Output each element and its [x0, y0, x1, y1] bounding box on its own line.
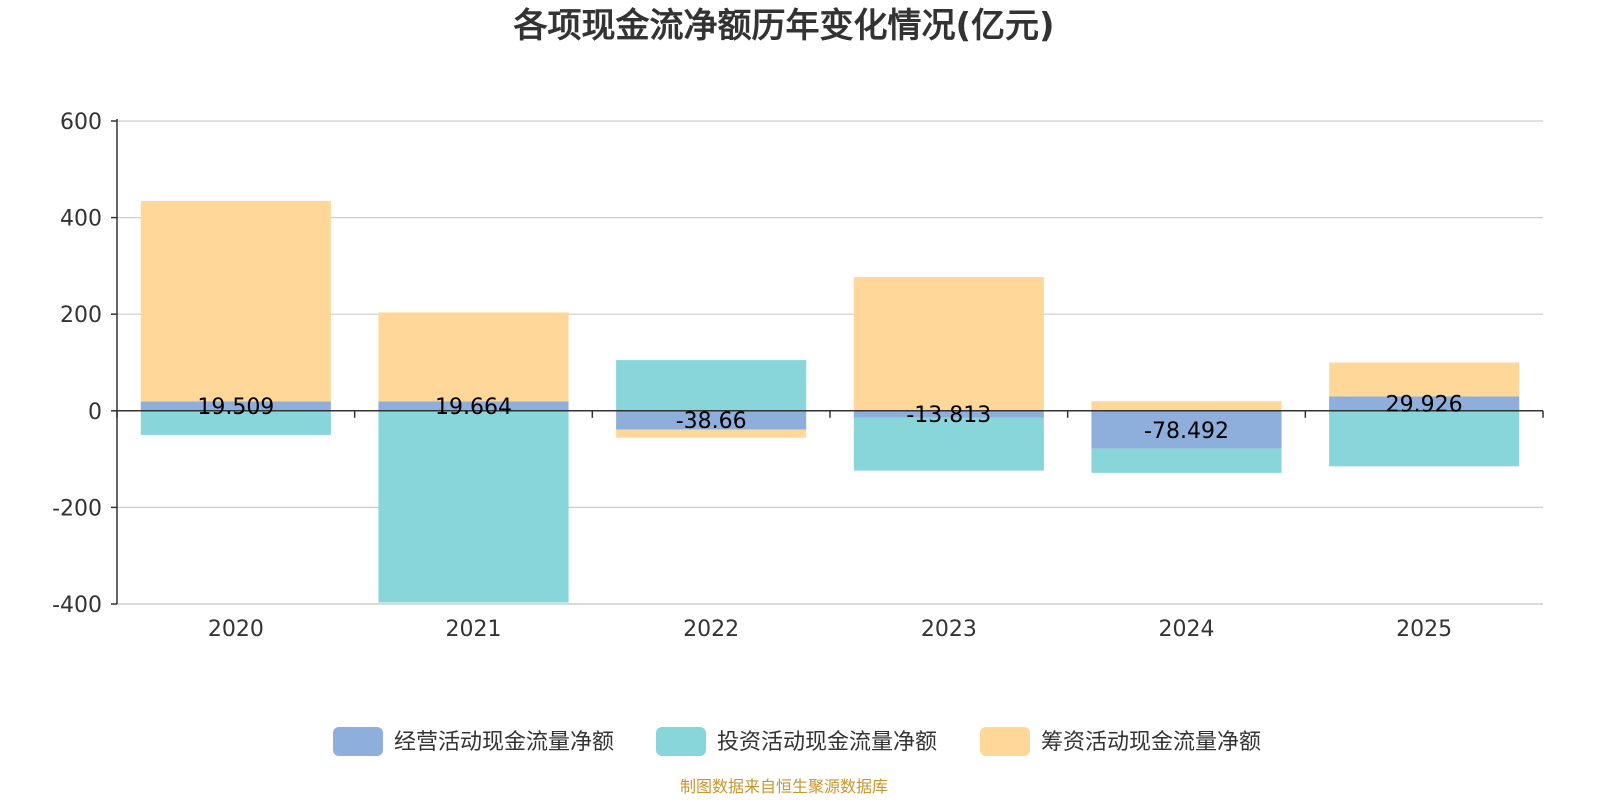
bar-segment[interactable] [853, 410, 1044, 418]
bar-segment[interactable] [616, 429, 807, 438]
legend-swatch [333, 727, 383, 756]
legend-item[interactable]: 投资活动现金流量净额 [656, 727, 937, 756]
y-tick-label: -400 [52, 593, 102, 618]
x-tick-label: 2020 [208, 617, 264, 642]
data-label: 19.664 [435, 395, 512, 420]
x-tick-label: 2023 [921, 617, 977, 642]
legend[interactable]: 经营活动现金流量净额 投资活动现金流量净额 筹资活动现金流量净额 [333, 727, 1261, 756]
bar-segment[interactable] [1091, 401, 1282, 411]
bar-segment[interactable] [853, 277, 1044, 411]
x-tick-label: 2024 [1159, 617, 1215, 642]
data-label: -13.813 [906, 403, 991, 428]
bar-segment[interactable] [140, 200, 331, 402]
data-labels: 19.509 19.664 -38.66 -13.813 -78.492 29.926 [197, 393, 1462, 444]
legend-swatch [656, 727, 706, 756]
y-tick-label: 400 [60, 207, 102, 232]
bar-segment[interactable] [140, 401, 331, 411]
axes: -400 -200 0 200 400 600 2020 2021 2022 2023 2024 20… [52, 110, 1544, 642]
chart-title: 各项现金流净额历年变化情况(亿元) [513, 6, 1054, 46]
bar-segment[interactable] [853, 417, 1044, 471]
y-tick-label: 200 [60, 303, 102, 328]
x-tick-label: 2021 [446, 617, 502, 642]
data-label: 19.509 [197, 395, 274, 420]
bar-segment[interactable] [140, 410, 331, 435]
bar-segment[interactable] [1329, 362, 1520, 397]
bars [140, 200, 1520, 603]
bar-segment[interactable] [1091, 410, 1282, 449]
bar-segment[interactable] [378, 401, 569, 411]
legend-label: 投资活动现金流量净额 [717, 730, 937, 755]
source-note: 制图数据来自恒生聚源数据库 [680, 777, 888, 796]
x-tick-label: 2022 [683, 617, 739, 642]
bar-segment[interactable] [1329, 410, 1520, 467]
grid [117, 120, 1543, 605]
y-tick-label: 600 [60, 110, 102, 135]
legend-item[interactable]: 筹资活动现金流量净额 [980, 727, 1261, 756]
bar-segment[interactable] [378, 410, 569, 603]
legend-item[interactable]: 经营活动现金流量净额 [333, 727, 614, 756]
legend-swatch [980, 727, 1030, 756]
legend-label: 筹资活动现金流量净额 [1041, 730, 1261, 755]
y-tick-label: -200 [52, 496, 102, 521]
data-label: -38.66 [676, 409, 747, 434]
bar-segment[interactable] [1329, 396, 1520, 411]
y-tick-label: 0 [88, 400, 102, 425]
bar-segment[interactable] [616, 360, 807, 411]
data-label: 29.926 [1386, 393, 1463, 418]
x-tick-label: 2025 [1396, 617, 1452, 642]
bar-segment[interactable] [616, 410, 807, 430]
bar-segment[interactable] [1091, 448, 1282, 473]
legend-label: 经营活动现金流量净额 [394, 730, 614, 755]
data-label: -78.492 [1144, 419, 1229, 444]
bar-segment[interactable] [378, 312, 569, 402]
